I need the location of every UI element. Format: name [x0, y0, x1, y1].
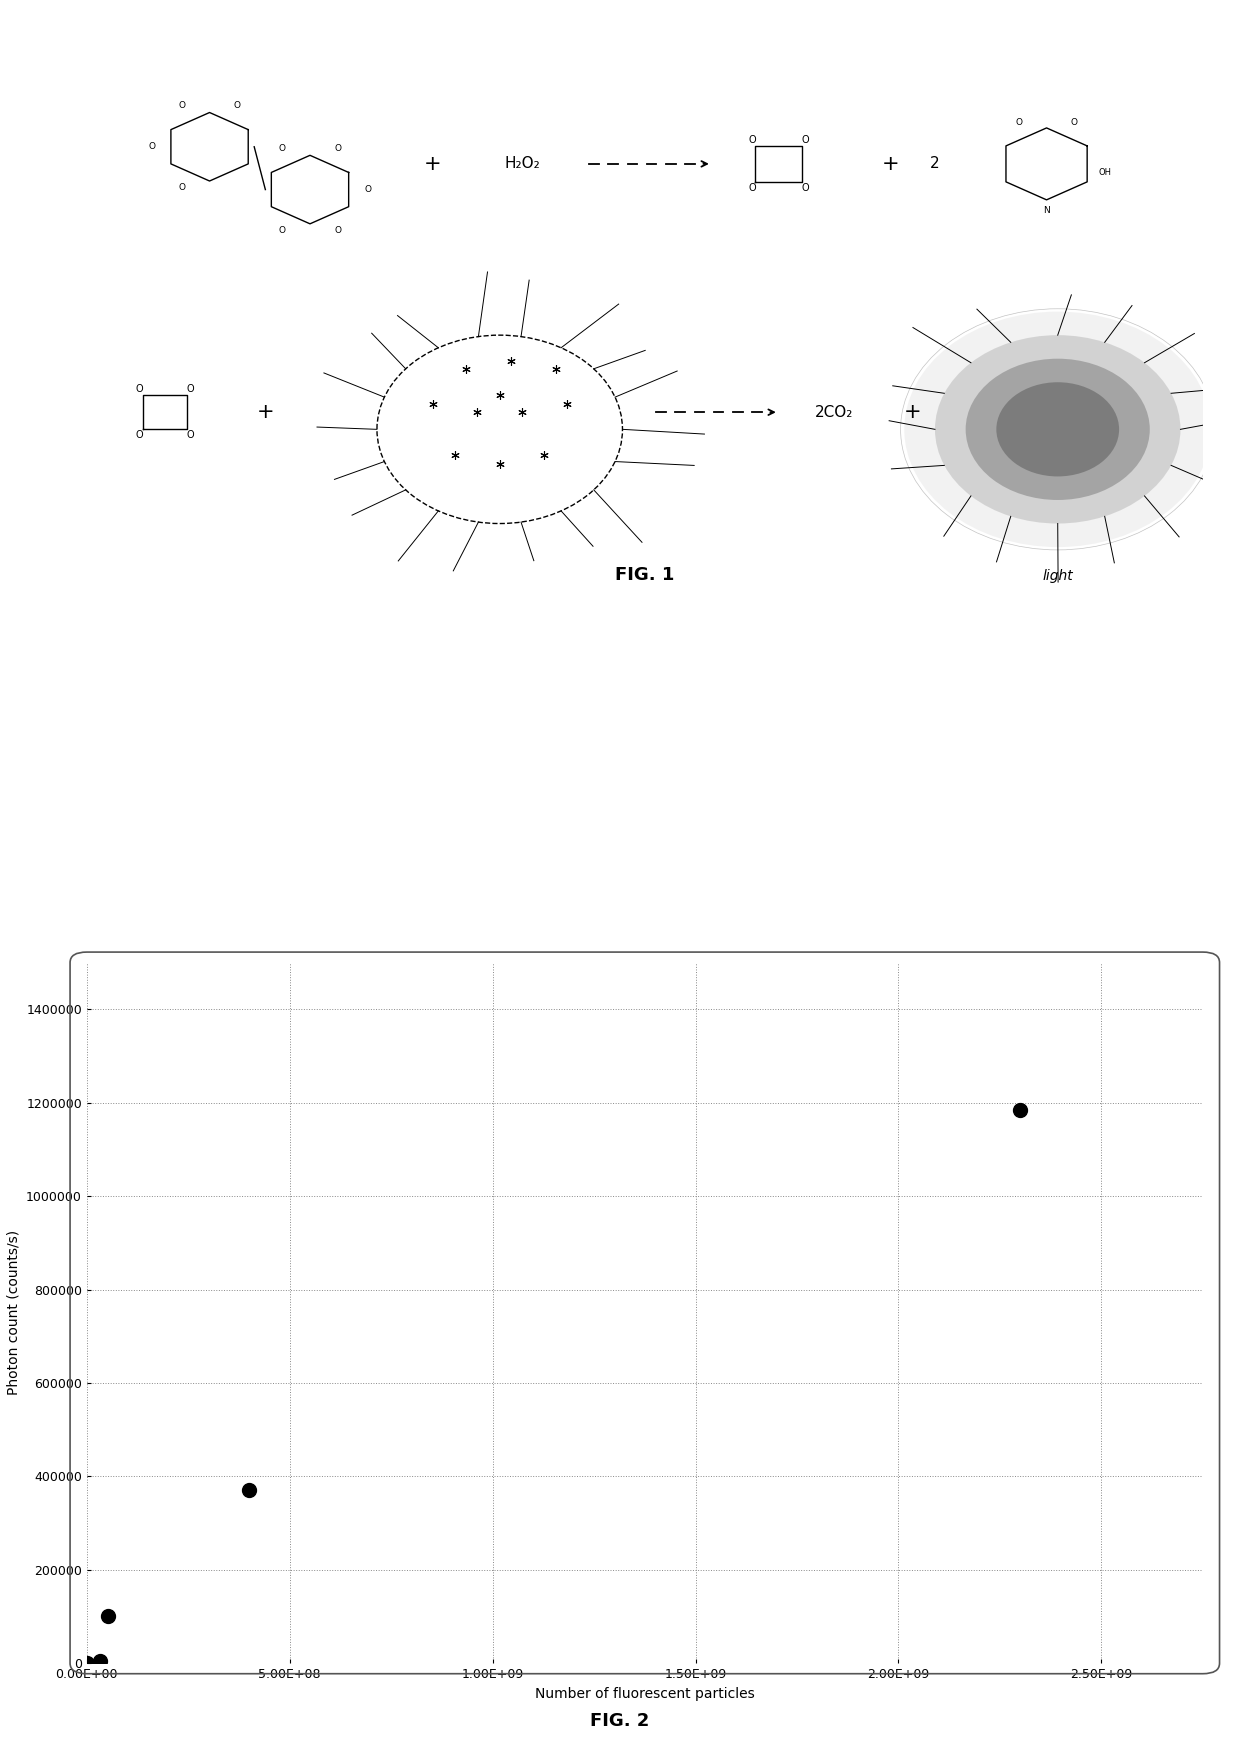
Text: O: O: [148, 143, 155, 151]
Text: 2CO₂: 2CO₂: [816, 405, 853, 419]
Circle shape: [966, 359, 1149, 500]
Text: O: O: [179, 100, 185, 111]
Circle shape: [997, 382, 1120, 477]
Text: O: O: [135, 384, 144, 394]
Text: O: O: [135, 429, 144, 440]
Text: light: light: [1043, 568, 1073, 583]
Text: O: O: [179, 183, 185, 192]
Point: [239, 1477, 259, 1505]
Text: H₂O₂: H₂O₂: [505, 157, 539, 171]
Point: [89, 1647, 109, 1676]
Text: O: O: [186, 384, 195, 394]
Text: O: O: [801, 183, 810, 194]
Text: FIG. 2: FIG. 2: [590, 1712, 650, 1730]
Text: O: O: [234, 100, 241, 111]
Text: O: O: [748, 136, 756, 144]
Text: FIG. 1: FIG. 1: [615, 567, 675, 584]
Text: O: O: [801, 136, 810, 144]
Circle shape: [935, 334, 1180, 523]
Y-axis label: Photon count (counts/s): Photon count (counts/s): [6, 1230, 21, 1396]
Text: O: O: [1071, 118, 1078, 127]
Text: OH: OH: [1099, 167, 1111, 178]
Text: +: +: [882, 153, 899, 174]
Text: +: +: [904, 403, 921, 422]
Point: [1011, 1096, 1030, 1125]
Text: N: N: [1043, 206, 1050, 215]
Text: +: +: [257, 403, 274, 422]
Text: O: O: [335, 227, 341, 236]
Point: [77, 1649, 97, 1677]
Text: 2: 2: [930, 157, 940, 171]
Text: O: O: [279, 227, 285, 236]
X-axis label: Number of fluorescent particles: Number of fluorescent particles: [534, 1686, 755, 1700]
Text: O: O: [186, 429, 195, 440]
Text: O: O: [279, 144, 285, 153]
Text: O: O: [335, 144, 341, 153]
Circle shape: [904, 312, 1211, 547]
Text: +: +: [424, 153, 441, 174]
Text: O: O: [748, 183, 756, 194]
Text: O: O: [365, 185, 372, 194]
Text: O: O: [1016, 118, 1022, 127]
Point: [98, 1602, 118, 1630]
